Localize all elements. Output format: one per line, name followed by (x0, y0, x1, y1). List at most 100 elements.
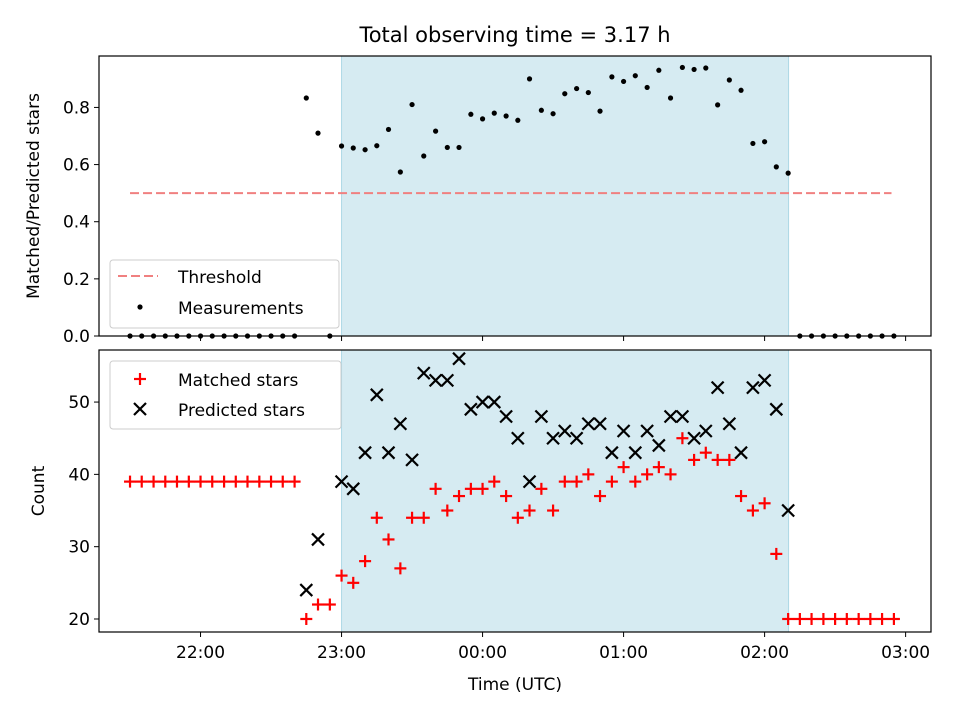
matched-star-marker (241, 475, 254, 488)
matched-star-marker (147, 475, 160, 488)
top-shaded-span (341, 56, 789, 336)
matched-star-marker (394, 562, 407, 575)
measurement-point (350, 145, 356, 151)
matched-star-marker (500, 490, 513, 503)
measurement-point (491, 110, 497, 116)
predicted-star-marker (593, 416, 607, 431)
top-chart-title: Total observing time = 3.17 h (358, 23, 670, 47)
matched-star-marker (605, 475, 618, 488)
measurement-point (667, 95, 674, 101)
matched-star-marker (617, 461, 630, 474)
predicted-star-marker (734, 445, 748, 460)
predicted-star-marker (370, 388, 384, 402)
bottom-y-tick-label: 50 (68, 393, 90, 413)
bottom-y-axis-ticks: 20 30 40 50 (68, 393, 99, 630)
predicted-star-marker (428, 373, 443, 388)
matched-star-marker (335, 569, 348, 582)
matched-star-marker (594, 490, 607, 503)
matched-star-marker (253, 475, 266, 488)
matched-star-marker (488, 475, 501, 488)
predicted-star-marker (652, 438, 666, 453)
bottom-x-tick-label: 03:00 (881, 643, 930, 663)
predicted-star-marker (757, 373, 772, 388)
predicted-star-marker (640, 424, 654, 438)
predicted-star-marker (440, 373, 455, 388)
measurement-point (620, 78, 627, 85)
legend-predicted-label: Predicted stars (178, 401, 305, 421)
matched-star-marker (547, 504, 560, 517)
top-legend-box (109, 259, 340, 329)
measurement-point (479, 116, 486, 122)
bottom-y-axis-label: Count (29, 465, 49, 516)
matched-star-marker (476, 482, 489, 495)
bottom-legend-box (109, 360, 342, 430)
predicted-star-marker (416, 366, 431, 380)
matched-star-marker (852, 612, 865, 625)
matched-star-marker (817, 612, 830, 625)
matched-star-marker (124, 475, 137, 488)
measurement-point (338, 143, 345, 149)
matched-star-marker (770, 547, 783, 560)
top-y-axis-ticks: 0.0 0.2 0.4 0.6 0.8 (63, 98, 99, 347)
matched-star-marker (840, 612, 853, 625)
matched-star-marker (511, 511, 524, 524)
predicted-star-marker (346, 482, 361, 496)
matched-star-marker (735, 490, 748, 503)
top-y-axis-label: Matched/Predicted stars (24, 93, 44, 299)
matched-star-marker (688, 453, 701, 466)
predicted-star-marker (299, 583, 314, 597)
predicted-star-marker (628, 445, 643, 460)
measurement-point (656, 67, 662, 73)
measurement-point (315, 130, 321, 136)
measurement-point (679, 64, 685, 71)
matched-star-marker (664, 468, 677, 481)
predicted-star-marker (511, 431, 525, 445)
top-y-tick-label: 0.8 (63, 98, 90, 118)
matched-star-marker (758, 497, 771, 510)
measurement-point (303, 95, 309, 101)
matched-star-marker (464, 482, 477, 495)
matched-star-marker (676, 432, 689, 445)
legend-matched-swatch (134, 373, 146, 385)
matched-star-marker (359, 555, 372, 568)
predicted-star-marker (452, 351, 466, 366)
measurement-point (456, 144, 462, 151)
legend-measurements-label: Measurements (178, 299, 304, 319)
measurement-point (550, 111, 556, 117)
predicted-star-marker (722, 416, 737, 431)
bottom-x-tick-label: 00:00 (458, 643, 507, 663)
matched-star-marker (746, 504, 759, 517)
matched-star-marker (288, 475, 301, 488)
top-y-tick-label: 0.6 (63, 156, 90, 176)
matched-star-marker (441, 504, 454, 517)
matched-star-marker (652, 461, 665, 474)
measurement-point (773, 164, 779, 170)
matched-star-marker (265, 475, 278, 488)
measurement-point (726, 77, 732, 83)
measurement-point (433, 128, 439, 134)
bottom-legend: Matched stars Predicted stars (109, 360, 342, 430)
predicted-star-marker (334, 474, 349, 489)
measurement-point (526, 76, 533, 82)
bottom-axes-frame (98, 349, 932, 633)
measurement-point (785, 170, 791, 176)
matched-star-marker (723, 453, 736, 466)
bottom-y-tick-label: 30 (68, 538, 90, 558)
predicted-star-marker (569, 431, 584, 445)
matched-star-marker (523, 504, 536, 517)
predicted-star-marker (699, 424, 713, 438)
measurement-point (468, 111, 474, 117)
measurement-point (644, 84, 650, 91)
matched-star-marker (429, 482, 442, 495)
predicted-star-marker (534, 409, 549, 424)
predicted-star-marker (546, 431, 560, 445)
measurement-point (574, 85, 580, 92)
measurement-point (538, 107, 544, 113)
matched-star-marker (170, 475, 183, 488)
measurement-point (362, 147, 368, 153)
matched-star-marker (417, 511, 430, 524)
predicted-star-marker (393, 416, 408, 431)
matched-star-marker (582, 468, 595, 481)
predicted-star-marker (746, 380, 760, 395)
